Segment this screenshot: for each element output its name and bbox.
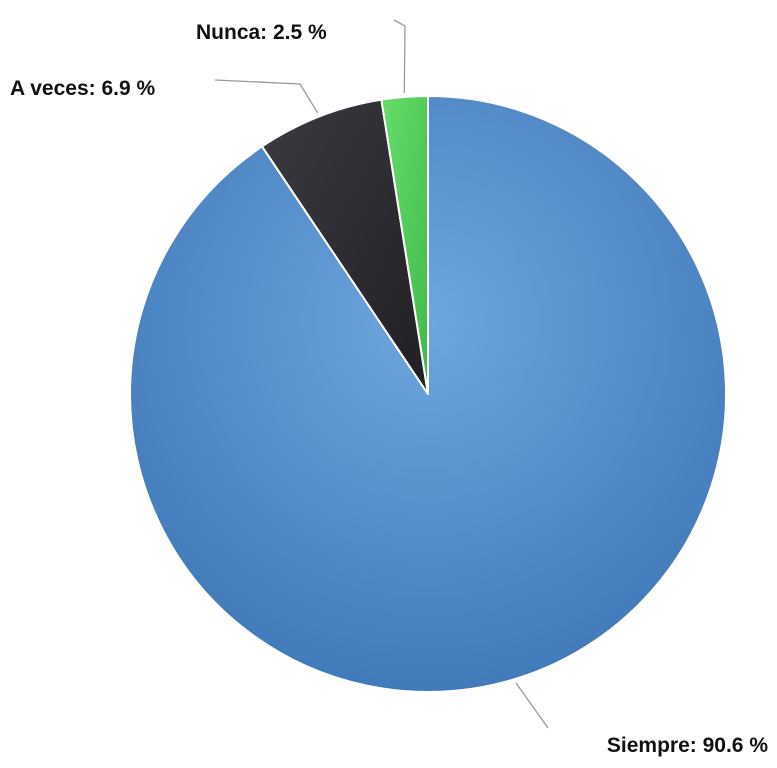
pie-slice-nunca [380, 95, 429, 395]
leader-line-siempre [515, 682, 549, 729]
slice-label-nunca: Nunca: 2.5 % [196, 21, 327, 44]
slice-label-a-veces: A veces: 6.9 % [10, 77, 155, 100]
leader-line-a-veces [214, 79, 319, 114]
pie-slices [129, 95, 727, 693]
leader-lines [214, 19, 549, 729]
slice-label-siempre: Siempre: 90.6 % [607, 734, 768, 757]
leader-line-nunca [393, 19, 406, 93]
pie-slice-a-veces [261, 98, 429, 395]
